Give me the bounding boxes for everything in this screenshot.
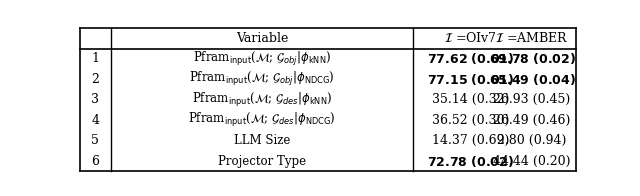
Text: $\mathbf{69.78\ (0.02)}$: $\mathbf{69.78\ (0.02)}$ bbox=[488, 51, 575, 66]
Text: Pfram$_{\mathrm{input}}$($\mathcal{M}$; $\mathcal{G}_{obj}|\phi_{\mathrm{kNN}}$): Pfram$_{\mathrm{input}}$($\mathcal{M}$; … bbox=[193, 50, 331, 68]
Text: 6: 6 bbox=[92, 155, 99, 168]
Text: 2: 2 bbox=[92, 73, 99, 86]
Text: $\mathcal{I}$ =AMBER: $\mathcal{I}$ =AMBER bbox=[495, 31, 569, 45]
Text: LLM Size: LLM Size bbox=[234, 134, 290, 147]
Text: Projector Type: Projector Type bbox=[218, 155, 306, 168]
Text: 14.37 (0.69): 14.37 (0.69) bbox=[431, 134, 509, 147]
Text: 26.49 (0.46): 26.49 (0.46) bbox=[493, 114, 571, 127]
Text: $\mathcal{I}$ =OIv7: $\mathcal{I}$ =OIv7 bbox=[444, 31, 497, 45]
Text: $\mathbf{65.49\ (0.04)}$: $\mathbf{65.49\ (0.04)}$ bbox=[488, 72, 575, 87]
Text: 36.52 (0.30): 36.52 (0.30) bbox=[431, 114, 509, 127]
Text: 35.14 (0.32): 35.14 (0.32) bbox=[431, 93, 509, 106]
Text: 3: 3 bbox=[92, 93, 99, 106]
Text: $\mathbf{77.15\ (0.01)}$: $\mathbf{77.15\ (0.01)}$ bbox=[427, 72, 514, 87]
Text: 5: 5 bbox=[92, 134, 99, 147]
Text: 2.80 (0.94): 2.80 (0.94) bbox=[497, 134, 567, 147]
Text: $\mathbf{77.62\ (0.01)}$: $\mathbf{77.62\ (0.01)}$ bbox=[427, 51, 514, 66]
Text: 26.93 (0.45): 26.93 (0.45) bbox=[493, 93, 571, 106]
Text: Pfram$_{\mathrm{input}}$($\mathcal{M}$; $\mathcal{G}_{des}|\phi_{\mathrm{kNN}}$): Pfram$_{\mathrm{input}}$($\mathcal{M}$; … bbox=[192, 91, 332, 109]
Text: 4: 4 bbox=[92, 114, 99, 127]
Text: Pfram$_{\mathrm{input}}$($\mathcal{M}$; $\mathcal{G}_{obj}|\phi_{\mathrm{NDCG}}$: Pfram$_{\mathrm{input}}$($\mathcal{M}$; … bbox=[189, 70, 335, 88]
Text: Pfram$_{\mathrm{input}}$($\mathcal{M}$; $\mathcal{G}_{des}|\phi_{\mathrm{NDCG}}$: Pfram$_{\mathrm{input}}$($\mathcal{M}$; … bbox=[188, 111, 336, 129]
Text: Variable: Variable bbox=[236, 32, 288, 45]
Text: $\mathbf{72.78\ (0.02)}$: $\mathbf{72.78\ (0.02)}$ bbox=[427, 154, 514, 169]
Text: 1: 1 bbox=[92, 52, 99, 65]
Text: 44.44 (0.20): 44.44 (0.20) bbox=[493, 155, 571, 168]
